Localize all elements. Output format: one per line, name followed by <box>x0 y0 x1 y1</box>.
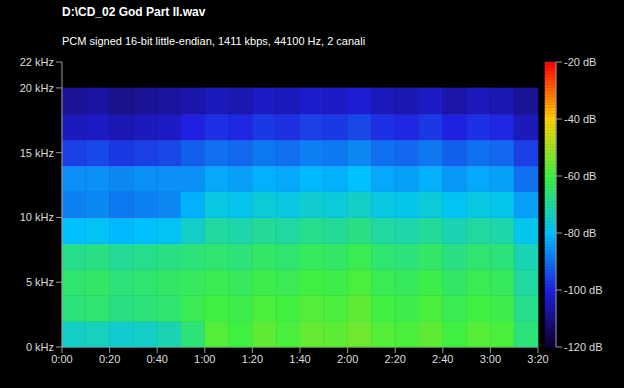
html-text:PCM signed 16-bit little-endia: PCM signed 16-bit little-endian, 1411 kb… <box>62 35 366 47</box>
svg-text:1:00: 1:00 <box>194 353 215 365</box>
svg-text:-120 dB: -120 dB <box>564 341 603 353</box>
svg-text:20 kHz: 20 kHz <box>20 82 54 94</box>
svg-text:3:00: 3:00 <box>480 353 501 365</box>
svg-text:-40 dB: -40 dB <box>564 113 596 125</box>
html-text:D:\CD_02 God Part II.wav: D:\CD_02 God Part II.wav <box>62 5 206 19</box>
svg-text:2:20: 2:20 <box>384 353 405 365</box>
svg-text:5 kHz: 5 kHz <box>26 276 54 288</box>
svg-text:15 kHz: 15 kHz <box>20 147 54 159</box>
svg-text:-80 dB: -80 dB <box>564 227 596 239</box>
svg-text:2:40: 2:40 <box>432 353 453 365</box>
svg-text:0:20: 0:20 <box>99 353 120 365</box>
svg-text:0:00: 0:00 <box>51 353 72 365</box>
svg-text:3:20: 3:20 <box>527 353 548 365</box>
svg-text:-60 dB: -60 dB <box>564 170 596 182</box>
svg-text:1:40: 1:40 <box>289 353 310 365</box>
svg-text:-100 dB: -100 dB <box>564 284 603 296</box>
svg-text:0 kHz: 0 kHz <box>26 341 54 353</box>
svg-text:1:20: 1:20 <box>242 353 263 365</box>
svg-text:22 kHz: 22 kHz <box>20 56 54 68</box>
svg-text:2:00: 2:00 <box>337 353 358 365</box>
svg-text:0:40: 0:40 <box>146 353 167 365</box>
svg-text:10 kHz: 10 kHz <box>20 211 54 223</box>
svg-text:-20 dB: -20 dB <box>564 56 596 68</box>
